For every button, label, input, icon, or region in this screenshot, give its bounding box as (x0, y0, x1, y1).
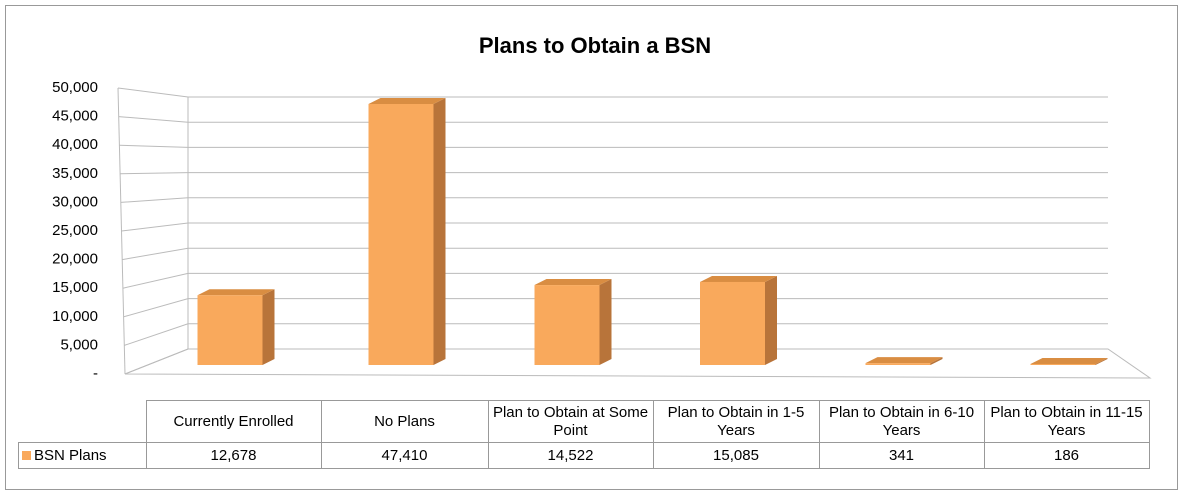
legend-label: BSN Plans (34, 446, 107, 464)
grid-line (120, 197, 1108, 203)
bar-top (368, 98, 446, 104)
category-label: Plan to Obtain at Some Point (487, 400, 654, 443)
bar (534, 285, 600, 365)
grid-line (120, 172, 1108, 175)
bar (1030, 363, 1096, 365)
bar-top (700, 275, 777, 282)
legend-swatch (22, 451, 31, 461)
bar (865, 363, 931, 365)
category-label: Currently Enrolled (145, 400, 322, 443)
grid-line (121, 222, 1108, 232)
data-table: Currently Enrolled No Plans Plan to Obtain… (18, 400, 1150, 469)
grid-line (122, 247, 1108, 261)
grid-line (119, 144, 1108, 148)
y-tick-label: 10,000 (52, 308, 98, 325)
bar-top (534, 279, 612, 286)
category-label: Plan to Obtain in 11-15 Years (983, 400, 1150, 443)
bar-side (1095, 357, 1108, 365)
y-tick-label: 15,000 (52, 279, 98, 296)
value-label: 47,410 (320, 442, 489, 469)
bar (700, 281, 765, 365)
y-tick-label: 40,000 (52, 136, 98, 153)
y-tick-label: - (93, 365, 98, 382)
y-tick-label: 30,000 (52, 193, 98, 210)
value-label: 15,085 (652, 442, 820, 469)
bar-side (433, 98, 446, 365)
table-corner (18, 400, 147, 443)
grid-line (117, 87, 1108, 98)
category-label: Plan to Obtain in 1-5 Years (652, 400, 820, 443)
grid-line (124, 348, 1108, 375)
value-label: 12,678 (145, 442, 322, 469)
category-label: Plan to Obtain in 6-10 Years (818, 400, 985, 443)
bar-side (765, 275, 777, 365)
y-tick-label: 5,000 (60, 336, 98, 353)
value-label: 186 (983, 442, 1150, 469)
bar-side (930, 357, 943, 365)
bar (368, 104, 434, 365)
bar-side (599, 279, 612, 365)
grid-line (123, 298, 1108, 318)
y-tick-label: 35,000 (52, 165, 98, 182)
grid-line (118, 116, 1108, 123)
y-tick-label: 50,000 (52, 79, 98, 96)
category-label: No Plans (320, 400, 489, 443)
y-tick-label: 25,000 (52, 222, 98, 239)
grid-line (124, 323, 1108, 346)
bar-top (197, 289, 275, 296)
grid-line (122, 272, 1108, 289)
y-tick-label: 45,000 (52, 108, 98, 125)
y-tick-label: 20,000 (52, 251, 98, 268)
value-label: 341 (818, 442, 985, 469)
chart-title: Plans to Obtain a BSN (479, 33, 711, 58)
bar-side (262, 289, 275, 365)
legend-cell: BSN Plans (18, 442, 147, 469)
bar-top (865, 357, 943, 364)
bar-top (1030, 357, 1108, 364)
value-label: 14,522 (487, 442, 654, 469)
bar (197, 295, 263, 365)
